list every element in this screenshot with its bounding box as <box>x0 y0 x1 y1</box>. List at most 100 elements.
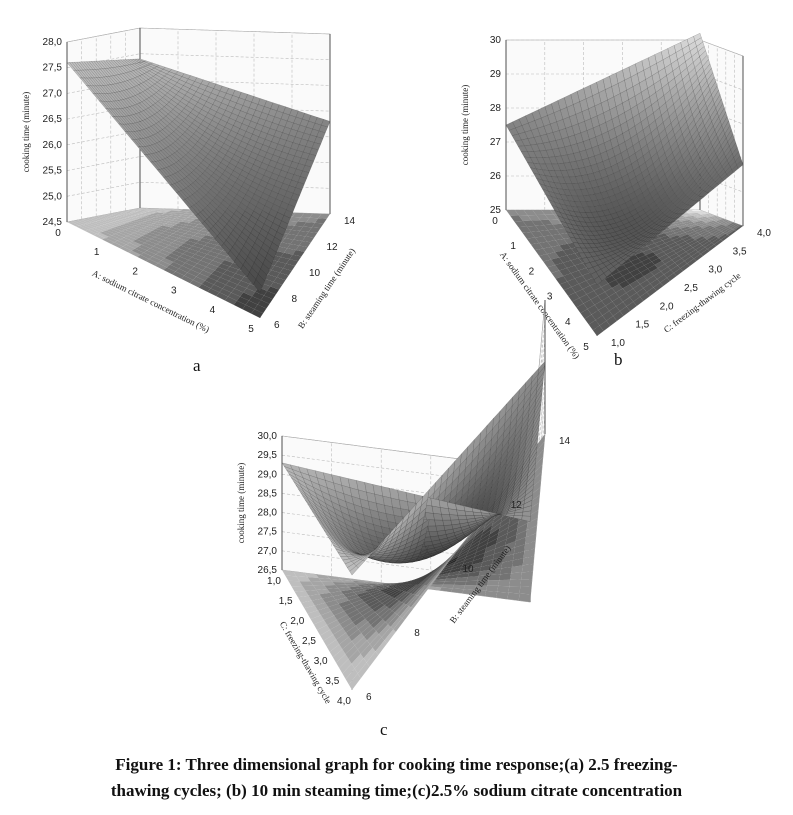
contour-cell <box>248 296 261 305</box>
contour-cell <box>647 264 658 273</box>
contour-cell <box>530 243 544 251</box>
contour-cell <box>166 235 179 241</box>
contour-cell <box>134 246 147 253</box>
contour-cell <box>173 231 186 236</box>
contour-cell <box>140 228 153 233</box>
contour-cell <box>245 300 258 310</box>
contour-cell <box>379 583 393 585</box>
contour-cell <box>383 583 397 586</box>
y-tick-label: 4,0 <box>757 228 771 239</box>
contour-cell <box>704 242 715 250</box>
contour-cell <box>513 544 526 554</box>
contour-cell <box>338 587 352 592</box>
contour-cell <box>473 590 487 597</box>
x-tick-label: 3,0 <box>314 656 328 667</box>
contour-cell <box>207 239 220 246</box>
contour-cell <box>648 255 659 262</box>
contour-cell <box>418 576 430 585</box>
contour-cell <box>202 266 215 274</box>
contour-cell <box>284 234 297 240</box>
contour-cell <box>83 218 96 223</box>
contour-cell <box>664 230 676 236</box>
contour-cell <box>683 245 693 252</box>
contour-cell <box>665 240 676 246</box>
contour-cell <box>653 282 664 291</box>
contour-cell <box>650 279 661 288</box>
contour-cell <box>217 263 230 271</box>
contour-cell <box>382 596 395 606</box>
contour-cell <box>714 231 724 237</box>
contour-cell <box>678 218 690 222</box>
contour-cell <box>484 515 495 529</box>
contour-cell <box>134 214 147 218</box>
contour-cell <box>490 562 503 570</box>
contour-cell <box>479 564 492 572</box>
x-tick-label: 1 <box>510 241 516 252</box>
x-tick-label: 4 <box>565 317 571 328</box>
contour-cell <box>357 640 370 654</box>
contour-cell <box>161 258 174 265</box>
contour-cell <box>399 584 412 591</box>
contour-cell <box>145 208 158 210</box>
contour-cell <box>611 284 623 293</box>
contour-cell <box>348 586 363 590</box>
contour-cell <box>161 231 174 236</box>
surface-cell <box>593 276 603 286</box>
z-tick-label: 30 <box>490 35 502 46</box>
contour-cell <box>233 300 246 310</box>
contour-cell <box>212 257 225 264</box>
contour-cell <box>361 625 374 637</box>
contour-cell <box>629 280 641 289</box>
contour-cell <box>119 246 132 253</box>
contour-cell <box>365 582 379 585</box>
contour-cell <box>728 223 738 229</box>
contour-cell <box>643 272 654 280</box>
contour-cell <box>152 228 165 234</box>
contour-cell <box>455 541 467 553</box>
contour-cell <box>223 270 236 278</box>
contour-cell <box>168 220 181 224</box>
contour-cell <box>622 272 634 281</box>
contour-cell <box>288 580 303 587</box>
contour-cell <box>503 547 515 557</box>
contour-cell <box>184 240 196 246</box>
contour-cell <box>149 230 162 236</box>
contour-cell <box>120 237 133 243</box>
contour-cell <box>713 218 724 222</box>
contour-cell <box>555 250 568 258</box>
contour-cell <box>196 240 208 246</box>
contour-cell <box>730 223 740 230</box>
contour-cell <box>224 296 237 305</box>
contour-cell <box>592 325 604 336</box>
contour-cell <box>695 211 706 213</box>
contour-cell <box>240 292 253 301</box>
contour-cell <box>123 210 136 213</box>
contour-cell <box>724 221 734 227</box>
contour-cell <box>372 603 385 612</box>
contour-cell <box>347 609 360 619</box>
contour-cell <box>463 536 475 548</box>
contour-cell <box>410 584 423 595</box>
contour-cell <box>486 585 499 592</box>
contour-cell <box>702 241 712 248</box>
contour-cell <box>180 243 193 249</box>
contour-cell <box>264 274 277 282</box>
contour-cell <box>426 574 438 586</box>
contour-cell <box>447 570 460 576</box>
panel-label-c: c <box>380 720 388 739</box>
contour-cell <box>502 553 514 563</box>
contour-cell <box>196 273 209 281</box>
contour-cell <box>563 287 576 296</box>
contour-cell <box>483 548 496 558</box>
contour-cell <box>370 584 384 587</box>
contour-cell <box>142 209 154 211</box>
contour-cell <box>152 254 165 261</box>
contour-cell <box>672 228 683 233</box>
contour-cell <box>703 219 714 223</box>
contour-cell <box>79 224 92 230</box>
contour-cell <box>615 276 627 285</box>
contour-cell <box>219 288 232 297</box>
contour-cell <box>149 256 162 264</box>
contour-cell <box>92 221 105 226</box>
